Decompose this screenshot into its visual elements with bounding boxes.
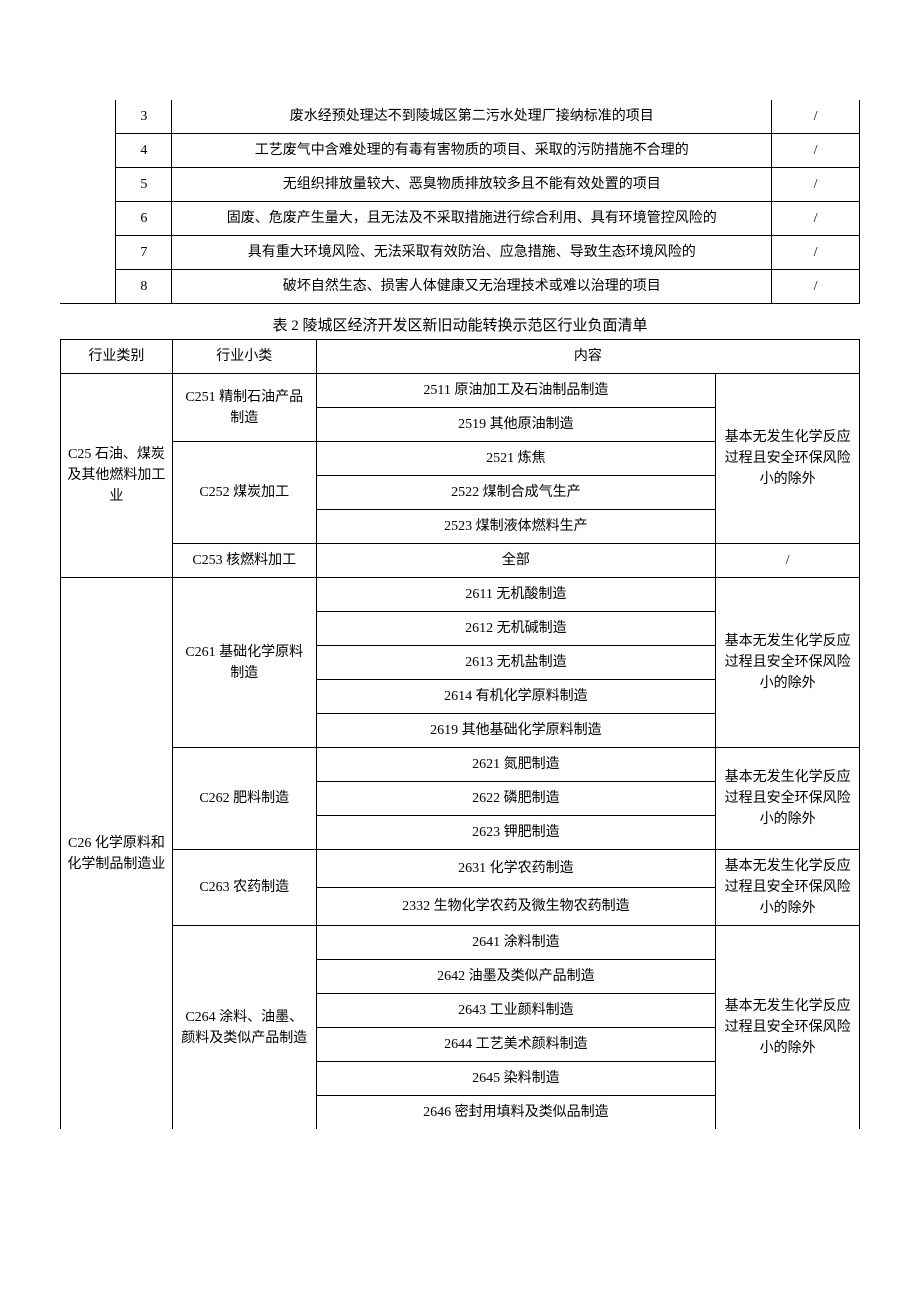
content-cell: 2613 无机盐制造 [316, 646, 716, 680]
content-cell: 全部 [316, 544, 716, 578]
row-num: 8 [116, 270, 172, 304]
content-cell: 2511 原油加工及石油制品制造 [316, 374, 716, 408]
col-header: 内容 [316, 340, 859, 374]
content-cell: 2644 工艺美术颜料制造 [316, 1028, 716, 1062]
sub-c253: C253 核燃料加工 [172, 544, 316, 578]
remark-cell: 基本无发生化学反应过程且安全环保风险小的除外 [716, 374, 860, 544]
row-num: 4 [116, 134, 172, 168]
content-cell: 2643 工业颜料制造 [316, 994, 716, 1028]
sub-c251: C251 精制石油产品制造 [172, 374, 316, 442]
content-cell: 2646 密封用填料及类似品制造 [316, 1096, 716, 1130]
table1-latent-col [60, 100, 116, 304]
content-cell: 2519 其他原油制造 [316, 408, 716, 442]
sub-c263: C263 农药制造 [172, 850, 316, 926]
remark-cell: 基本无发生化学反应过程且安全环保风险小的除外 [716, 748, 860, 850]
remark-cell: / [716, 544, 860, 578]
table-2: 行业类别 行业小类 内容 C25 石油、煤炭及其他燃料加工业 C251 精制石油… [60, 339, 860, 1129]
content-cell: 2622 磷肥制造 [316, 782, 716, 816]
content-cell: 2612 无机碱制造 [316, 612, 716, 646]
sub-c252: C252 煤炭加工 [172, 442, 316, 544]
content-cell: 2621 氮肥制造 [316, 748, 716, 782]
remark-cell: 基本无发生化学反应过程且安全环保风险小的除外 [716, 578, 860, 748]
remark-cell: 基本无发生化学反应过程且安全环保风险小的除外 [716, 926, 860, 1130]
content-cell: 2614 有机化学原料制造 [316, 680, 716, 714]
col-header: 行业类别 [61, 340, 173, 374]
table-1: 3 废水经预处理达不到陵城区第二污水处理厂接纳标准的项目 / 4 工艺废气中含难… [60, 100, 860, 304]
row-remark: / [772, 134, 860, 168]
col-header: 行业小类 [172, 340, 316, 374]
row-desc: 废水经预处理达不到陵城区第二污水处理厂接纳标准的项目 [172, 100, 772, 134]
row-num: 3 [116, 100, 172, 134]
content-cell: 2522 煤制合成气生产 [316, 476, 716, 510]
content-cell: 2642 油墨及类似产品制造 [316, 960, 716, 994]
content-cell: 2619 其他基础化学原料制造 [316, 714, 716, 748]
row-desc: 破坏自然生态、损害人体健康又无治理技术或难以治理的项目 [172, 270, 772, 304]
cat-c25: C25 石油、煤炭及其他燃料加工业 [61, 374, 173, 578]
row-desc: 工艺废气中含难处理的有毒有害物质的项目、采取的污防措施不合理的 [172, 134, 772, 168]
remark-cell: 基本无发生化学反应过程且安全环保风险小的除外 [716, 850, 860, 926]
row-remark: / [772, 236, 860, 270]
row-remark: / [772, 270, 860, 304]
row-remark: / [772, 202, 860, 236]
sub-c262: C262 肥料制造 [172, 748, 316, 850]
content-cell: 2645 染料制造 [316, 1062, 716, 1096]
sub-c264: C264 涂料、油墨、颜料及类似产品制造 [172, 926, 316, 1130]
content-cell: 2623 钾肥制造 [316, 816, 716, 850]
row-num: 5 [116, 168, 172, 202]
table2-caption: 表 2 陵城区经济开发区新旧动能转换示范区行业负面清单 [60, 314, 860, 335]
content-cell: 2521 炼焦 [316, 442, 716, 476]
sub-c261: C261 基础化学原料制造 [172, 578, 316, 748]
row-desc: 固废、危废产生量大，且无法及不采取措施进行综合利用、具有环境管控风险的 [172, 202, 772, 236]
content-cell: 2611 无机酸制造 [316, 578, 716, 612]
row-desc: 具有重大环境风险、无法采取有效防治、应急措施、导致生态环境风险的 [172, 236, 772, 270]
cat-c26: C26 化学原料和化学制品制造业 [61, 578, 173, 1130]
content-cell: 2631 化学农药制造 [316, 850, 716, 888]
content-cell: 2641 涂料制造 [316, 926, 716, 960]
row-num: 7 [116, 236, 172, 270]
content-cell: 2332 生物化学农药及微生物农药制造 [316, 888, 716, 926]
content-cell: 2523 煤制液体燃料生产 [316, 510, 716, 544]
row-remark: / [772, 168, 860, 202]
row-desc: 无组织排放量较大、恶臭物质排放较多且不能有效处置的项目 [172, 168, 772, 202]
row-remark: / [772, 100, 860, 134]
row-num: 6 [116, 202, 172, 236]
